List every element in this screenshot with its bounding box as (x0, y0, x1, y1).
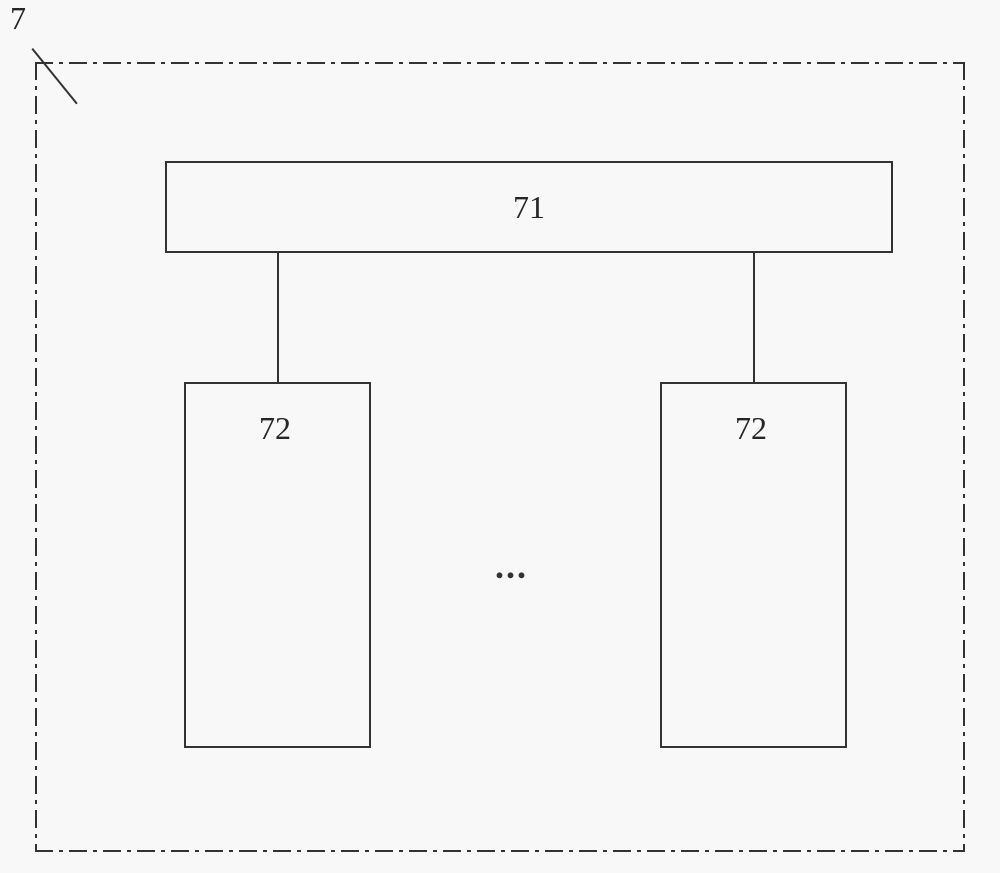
outer-box-left (35, 62, 37, 852)
block-71: 71 (165, 161, 893, 253)
leader-line (31, 48, 77, 104)
block-71-label: 71 (513, 189, 545, 226)
block-72-right: 72 (660, 382, 847, 748)
block-72-left: 72 (184, 382, 371, 748)
connector-left (277, 253, 279, 382)
block-72-left-label: 72 (259, 410, 291, 447)
block-72-right-label: 72 (735, 410, 767, 447)
outer-box-right (963, 62, 965, 852)
outer-container-label: 7 (10, 0, 26, 37)
outer-box-bottom (35, 850, 965, 852)
outer-box-top (35, 62, 965, 64)
ellipsis: ... (495, 545, 528, 587)
block-diagram: 7 71 72 72 ... (0, 0, 1000, 873)
connector-right (753, 253, 755, 382)
